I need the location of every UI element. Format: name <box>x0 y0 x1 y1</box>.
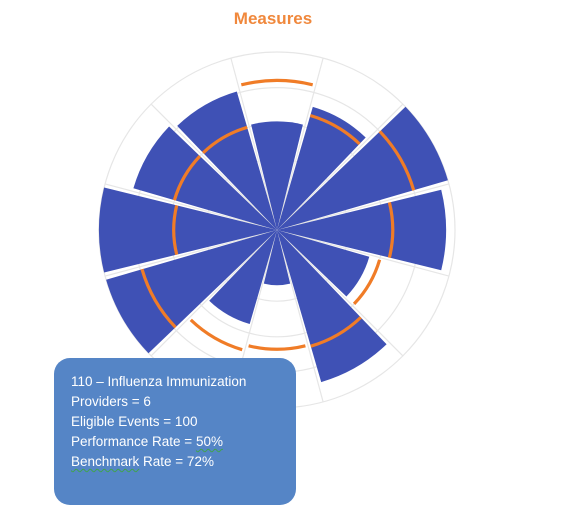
performance-rate-label: Performance Rate = <box>71 434 196 449</box>
grid-spoke <box>276 229 324 403</box>
grid-spoke <box>150 103 278 231</box>
benchmark-4 <box>387 202 395 258</box>
grid-spoke <box>276 183 450 231</box>
benchmark-12 <box>201 125 248 155</box>
measure-info-box: 110 – Influenza Immunization Providers =… <box>54 358 296 505</box>
grid-spoke <box>276 57 324 231</box>
measure-name: 110 – Influenza Immunization <box>71 374 247 389</box>
chart-title: Measures <box>233 9 313 28</box>
providers-count: Providers = 6 <box>71 394 151 409</box>
bar-10 <box>98 187 278 273</box>
grid-spoke <box>230 57 278 231</box>
bar-4 <box>277 189 447 271</box>
bar-6 <box>277 230 387 383</box>
bar-9 <box>106 230 277 354</box>
performance-rate-value: 50% <box>195 434 223 449</box>
grid-spoke <box>276 229 450 277</box>
benchmark-6 <box>310 316 362 348</box>
benchmark-10 <box>172 205 179 255</box>
benchmark-3 <box>378 130 416 191</box>
bar-3 <box>277 106 448 230</box>
bar-12 <box>177 91 277 230</box>
grid-spoke <box>276 229 404 357</box>
benchmark-rate-value: Rate = 72% <box>139 454 214 469</box>
grid-spoke <box>276 103 404 231</box>
bar-5 <box>277 230 370 297</box>
bar-2 <box>277 106 366 230</box>
benchmark-2 <box>309 113 361 146</box>
eligible-events: Eligible Events = 100 <box>71 414 198 429</box>
bar-8 <box>209 230 277 324</box>
grid-spoke <box>104 229 278 277</box>
benchmark-11 <box>172 154 202 201</box>
benchmark-rate-label: Benchmark <box>71 454 140 469</box>
performance-rate: Performance Rate = 50% <box>71 432 296 452</box>
grid-spoke <box>150 229 278 357</box>
benchmark-7 <box>248 344 306 351</box>
benchmark-rate: Benchmark Rate = 72% <box>71 452 296 472</box>
grid-spoke <box>104 183 278 231</box>
benchmark-8 <box>189 318 243 352</box>
bar-11 <box>133 126 277 230</box>
benchmark-1 <box>240 78 314 87</box>
benchmark-5 <box>352 259 382 306</box>
bar-1 <box>251 121 303 230</box>
benchmark-9 <box>140 268 177 329</box>
bar-7 <box>263 230 291 286</box>
